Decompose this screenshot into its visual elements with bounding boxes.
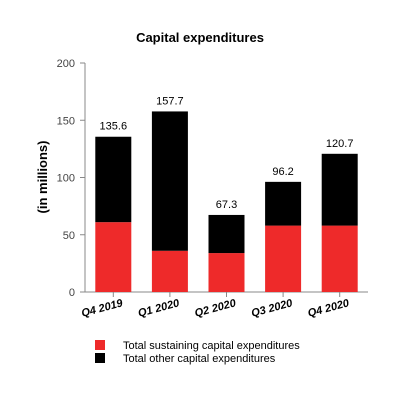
y-tick-label: 50 — [63, 230, 75, 242]
bar-segment-other — [95, 136, 132, 223]
legend-swatch — [95, 340, 105, 350]
legend-swatch — [95, 353, 105, 363]
x-category-label: Q2 2020 — [193, 297, 238, 320]
legend-label: Total sustaining capital expenditures — [123, 340, 300, 352]
bar-segment-sustaining — [265, 225, 302, 292]
y-axis-label: (in millions) — [35, 141, 50, 214]
bar-segment-sustaining — [151, 250, 188, 292]
bar-total-label: 67.3 — [216, 199, 237, 211]
y-tick-label: 150 — [57, 115, 75, 127]
x-category-label: Q1 2020 — [137, 297, 182, 320]
y-tick-label: 200 — [57, 58, 75, 70]
x-category-label: Q4 2019 — [80, 297, 125, 320]
bar-total-label: 120.7 — [326, 138, 354, 150]
bar-segment-other — [151, 111, 188, 251]
bar-total-label: 96.2 — [272, 166, 293, 178]
legend-label: Total other capital expenditures — [123, 353, 276, 365]
chart-title: Capital expenditures — [136, 30, 264, 45]
bar-segment-sustaining — [321, 225, 358, 292]
bar-segment-other — [321, 153, 358, 226]
bar-segment-sustaining — [95, 222, 132, 292]
bar-segment-other — [265, 181, 302, 226]
axes: 0 50 100 150 200 — [57, 58, 368, 299]
legend: Total sustaining capital expendituresTot… — [95, 340, 300, 365]
bar-segment-sustaining — [208, 253, 245, 292]
y-tick-label: 100 — [57, 173, 75, 185]
bar-segment-other — [208, 214, 245, 254]
bar-total-label: 157.7 — [156, 95, 184, 107]
y-tick-label: 0 — [69, 287, 75, 299]
bars — [95, 111, 358, 292]
bar-total-label: 135.6 — [100, 121, 128, 133]
x-category-label: Q4 2020 — [307, 297, 352, 320]
x-category-label: Q3 2020 — [250, 297, 295, 320]
